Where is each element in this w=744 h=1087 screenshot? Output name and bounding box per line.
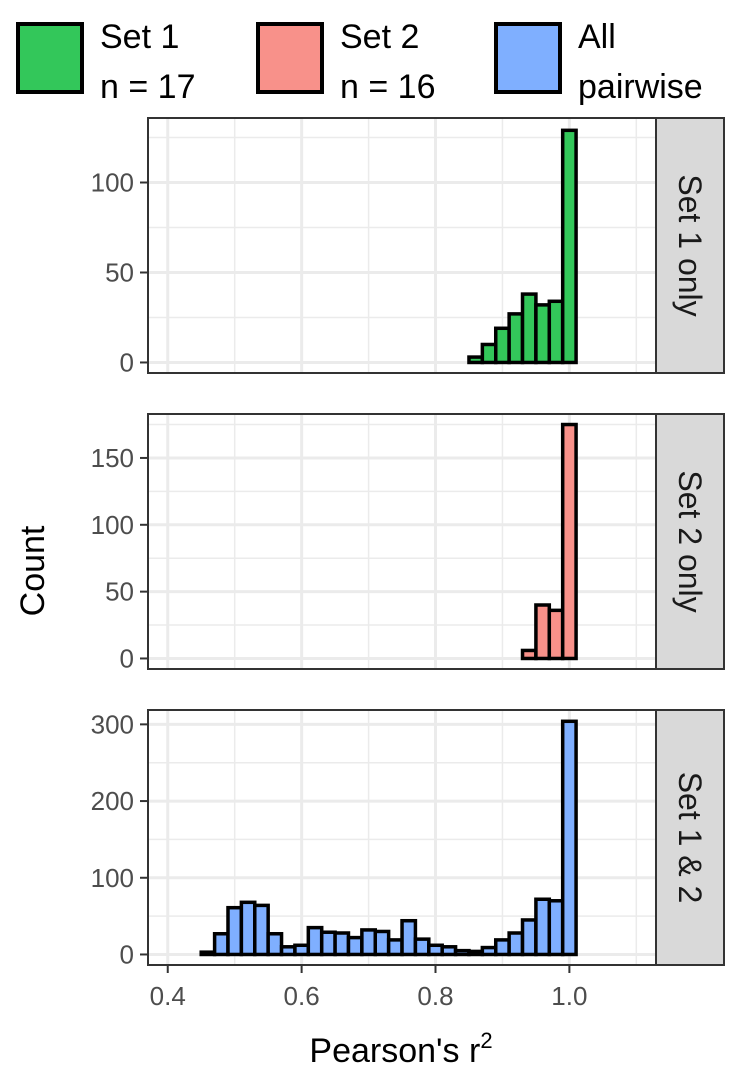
panel-background	[148, 118, 656, 373]
histogram-bar	[507, 931, 525, 957]
x-axis-title: Pearson's r2	[309, 1028, 492, 1070]
facet-panel-2: 0 50 100 150 Set 2 only	[91, 413, 725, 673]
histogram-bar	[560, 422, 578, 661]
histogram-bar	[534, 303, 552, 365]
histogram-bar	[560, 128, 578, 365]
histogram-bar	[560, 719, 578, 957]
y-tick-label: 100	[91, 510, 134, 540]
x-axis-title-text: Pearson's r	[309, 1032, 480, 1070]
histogram-bar	[266, 932, 284, 957]
y-tick-label: 100	[91, 863, 134, 893]
y-tick-label: 0	[120, 347, 134, 377]
histogram-bar	[547, 299, 565, 365]
histogram-bar	[520, 918, 538, 957]
histogram-bar	[534, 603, 552, 661]
y-tick-label: 50	[105, 257, 134, 287]
histogram-bar	[212, 932, 230, 957]
x-axis: 0.4 0.6 0.8 1.0	[150, 965, 587, 1011]
histogram-bar	[467, 355, 485, 365]
histogram-bar	[493, 326, 511, 365]
histogram-bar	[360, 928, 378, 957]
histogram-bar	[547, 899, 565, 957]
y-tick-label: 0	[120, 939, 134, 969]
histogram-bar	[453, 948, 471, 957]
legend-swatch	[256, 22, 324, 94]
histogram-bar	[333, 931, 351, 957]
histogram-bar	[346, 935, 364, 957]
histogram-bar	[467, 949, 485, 957]
histogram-bar	[239, 900, 257, 957]
histogram-bar	[507, 312, 525, 365]
y-tick-label: 150	[91, 443, 134, 473]
histogram-bar	[386, 938, 404, 957]
x-tick-label: 0.8	[417, 981, 453, 1011]
histogram-bar	[520, 648, 538, 661]
histogram-bar	[253, 903, 270, 957]
legend-label-line1: Set 2	[340, 18, 419, 56]
histogram-bar	[534, 897, 552, 957]
legend-swatch	[494, 22, 562, 94]
legend-label-line2: pairwise	[578, 68, 703, 106]
x-axis-title-superscript: 2	[480, 1028, 492, 1053]
histogram-bar	[400, 918, 418, 957]
y-tick-label: 50	[105, 577, 134, 607]
histogram-bar	[427, 943, 444, 957]
histogram-bar	[319, 930, 337, 957]
legend-label-line2: n = 16	[340, 68, 435, 106]
histogram-bar	[547, 608, 565, 661]
histogram-bar	[306, 925, 324, 957]
histogram-bar	[373, 929, 391, 957]
histogram-bar	[199, 950, 217, 957]
x-tick-label: 1.0	[551, 981, 587, 1011]
facet-strip-label: Set 2 only	[672, 470, 708, 612]
panel-background	[148, 414, 656, 669]
facet-strip-label: Set 1 only	[672, 174, 708, 316]
x-tick-label: 0.4	[150, 981, 186, 1011]
legend-swatch	[16, 22, 84, 94]
legend-label-line1: All	[578, 18, 616, 56]
histogram-bar	[226, 905, 244, 957]
legend-item-3: All pairwise	[494, 18, 703, 106]
y-tick-label: 0	[120, 643, 134, 673]
y-tick-label: 300	[91, 709, 134, 739]
histogram-bar	[480, 945, 498, 957]
legend-label-line2: n = 17	[100, 68, 195, 106]
facet-panel-1: 0 50 100 Set 1 only	[91, 117, 725, 377]
histogram-bar	[413, 937, 431, 957]
x-tick-label: 0.6	[284, 981, 320, 1011]
facet-strip	[655, 709, 725, 966]
histogram-bar	[520, 292, 538, 365]
facet-strip	[655, 413, 725, 670]
histogram-bar	[279, 945, 297, 957]
y-tick-label: 200	[91, 786, 134, 816]
histogram-bar	[440, 945, 458, 957]
facet-strip	[655, 117, 725, 374]
facet-panels: 0 50 100 Set 1 only 0 50 100 150 Set 2 only 0 100 2…	[91, 117, 725, 969]
histogram-bar	[293, 943, 311, 957]
legend-label-line1: Set 1	[100, 18, 179, 56]
legend: Set 1 n = 17 Set 2 n = 16 All pairwise	[16, 18, 703, 106]
facet-panel-3: 0 100 200 300 Set 1 & 2	[91, 709, 725, 969]
legend-item-2: Set 2 n = 16	[256, 18, 435, 106]
histogram-bar	[480, 342, 498, 365]
facet-strip-label: Set 1 & 2	[672, 772, 708, 904]
histogram-bar	[493, 938, 511, 957]
legend-item-1: Set 1 n = 17	[16, 18, 195, 106]
y-axis-title: Count	[14, 525, 52, 616]
y-tick-label: 100	[91, 168, 134, 198]
